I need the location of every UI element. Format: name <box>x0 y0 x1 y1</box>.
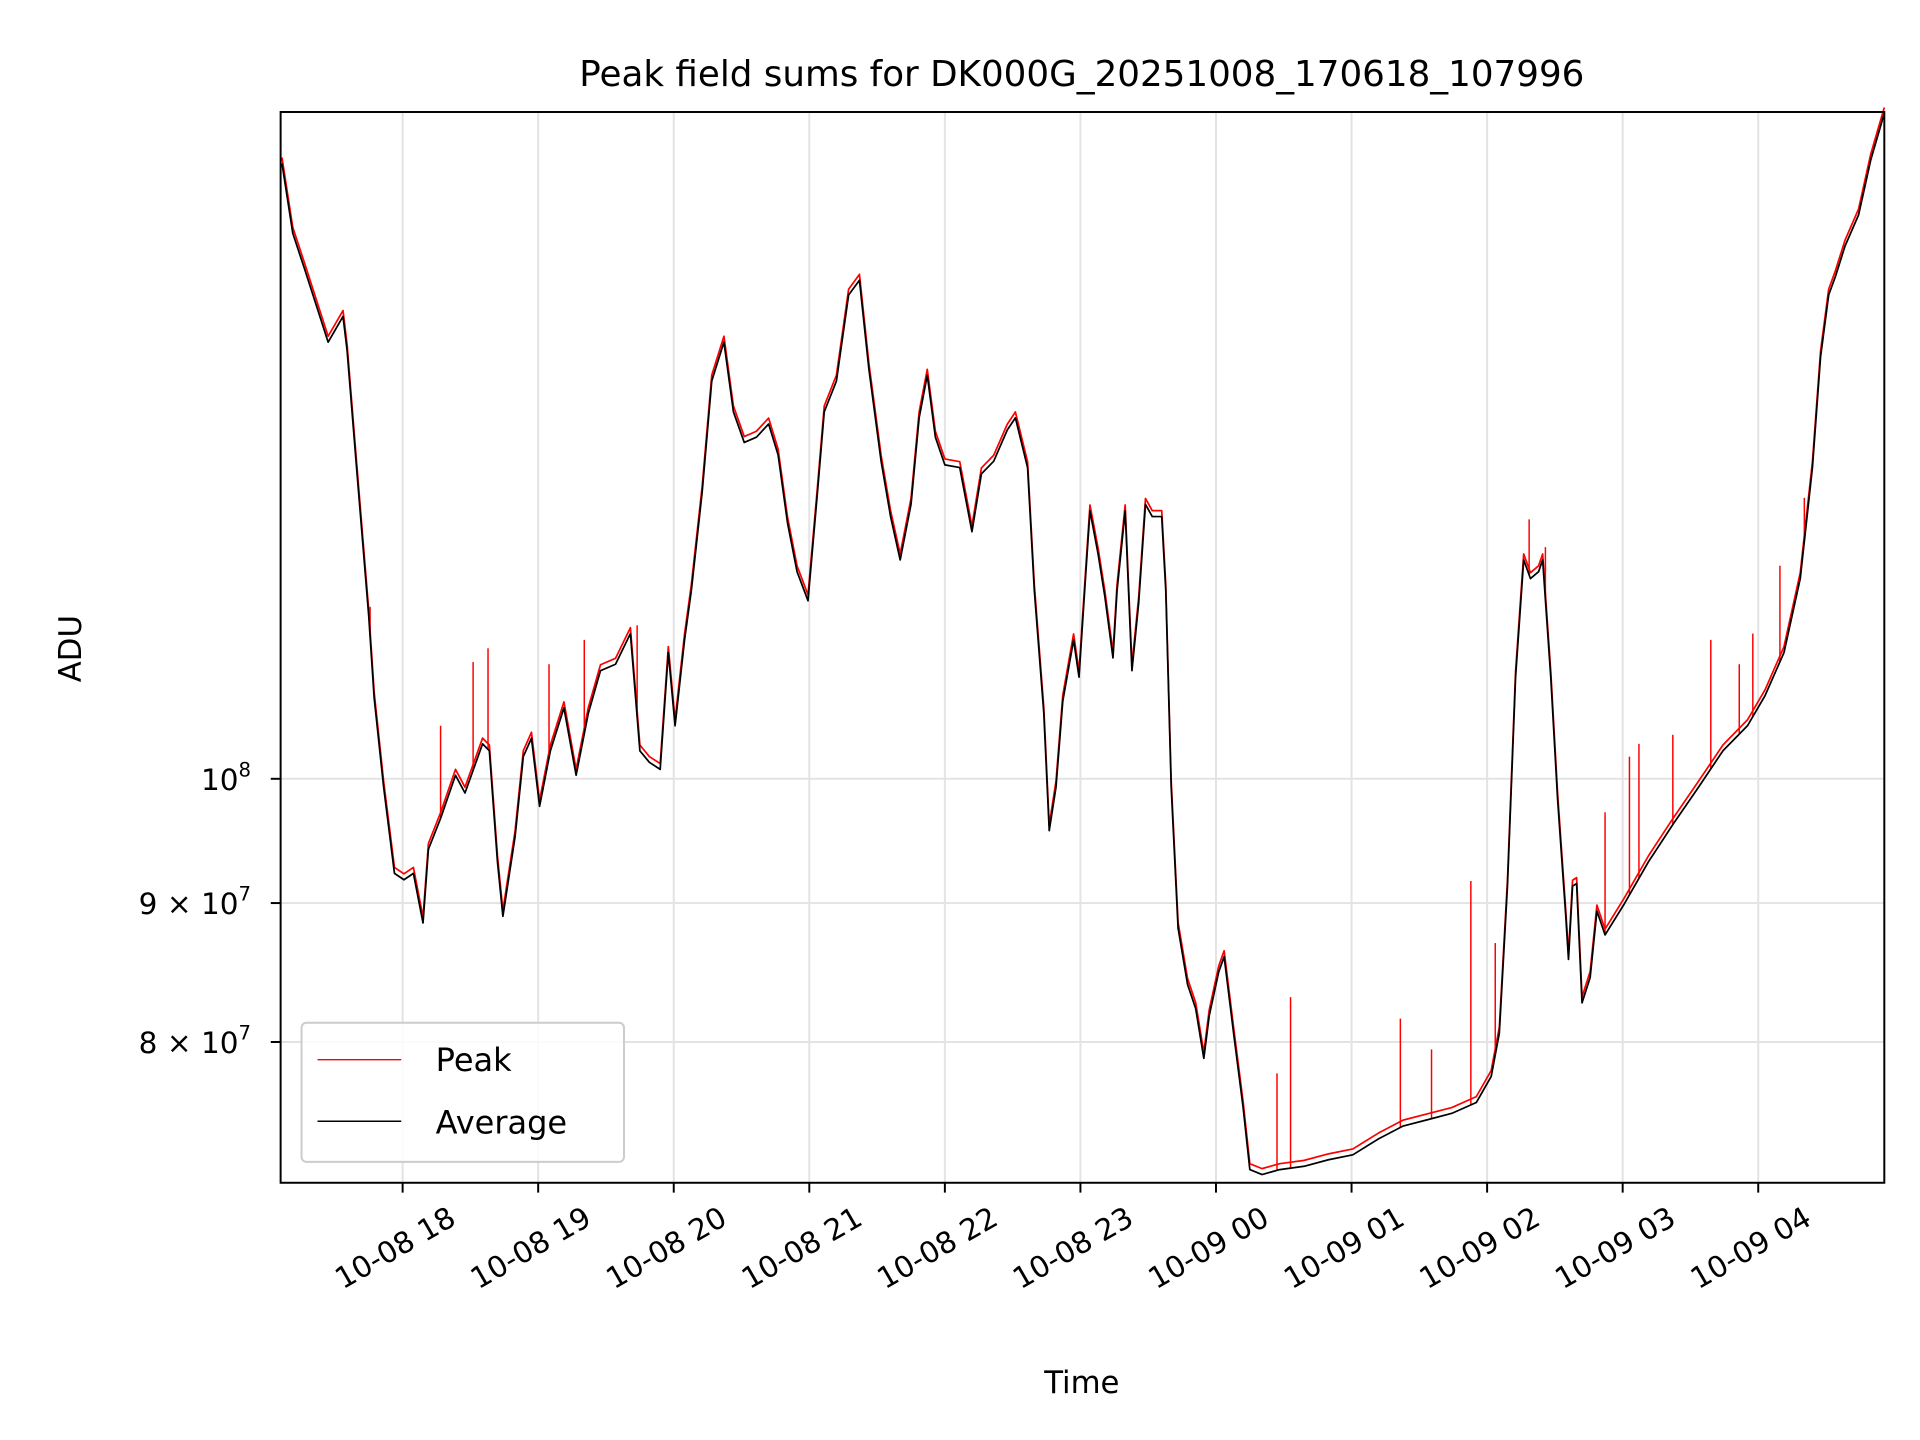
chart-title: Peak field sums for DK000G_20251008_1706… <box>579 54 1584 95</box>
x-tick-label: 10-09 02 <box>1414 1200 1546 1296</box>
y-tick-label: 108 <box>201 758 251 797</box>
x-tick-label: 10-09 04 <box>1685 1200 1817 1296</box>
x-tick-label: 10-09 03 <box>1549 1200 1681 1296</box>
x-tick-label: 10-09 01 <box>1278 1200 1410 1296</box>
peak-series-line <box>281 107 1886 1170</box>
axes-frame <box>279 111 1886 1184</box>
x-axis: 10-08 18 10-08 19 10-08 20 10-08 21 10-08 22… <box>329 1182 1817 1296</box>
x-tick-label: 10-09 00 <box>1143 1200 1275 1296</box>
x-tick-label: 10-08 20 <box>600 1200 732 1296</box>
legend: Peak Average <box>300 1021 625 1163</box>
y-axis: 108 9 × 107 8 × 107 <box>139 758 281 1060</box>
x-tick-label: 10-08 21 <box>736 1200 868 1296</box>
x-tick-label: 10-08 23 <box>1007 1200 1139 1296</box>
average-series-line <box>281 113 1886 1176</box>
y-axis-label: ADU <box>53 615 89 682</box>
y-tick-label: 8 × 107 <box>139 1022 251 1061</box>
x-axis-label: Time <box>1043 1365 1119 1401</box>
legend-box <box>300 1021 625 1163</box>
plot-area <box>281 107 1886 1176</box>
y-tick-label: 9 × 107 <box>139 883 251 922</box>
legend-average-label: Average <box>436 1104 567 1142</box>
x-tick-label: 10-08 18 <box>329 1200 461 1296</box>
x-tick-label: 10-08 22 <box>871 1200 1003 1296</box>
x-tick-label: 10-08 19 <box>465 1200 597 1296</box>
legend-peak-label: Peak <box>436 1041 512 1079</box>
